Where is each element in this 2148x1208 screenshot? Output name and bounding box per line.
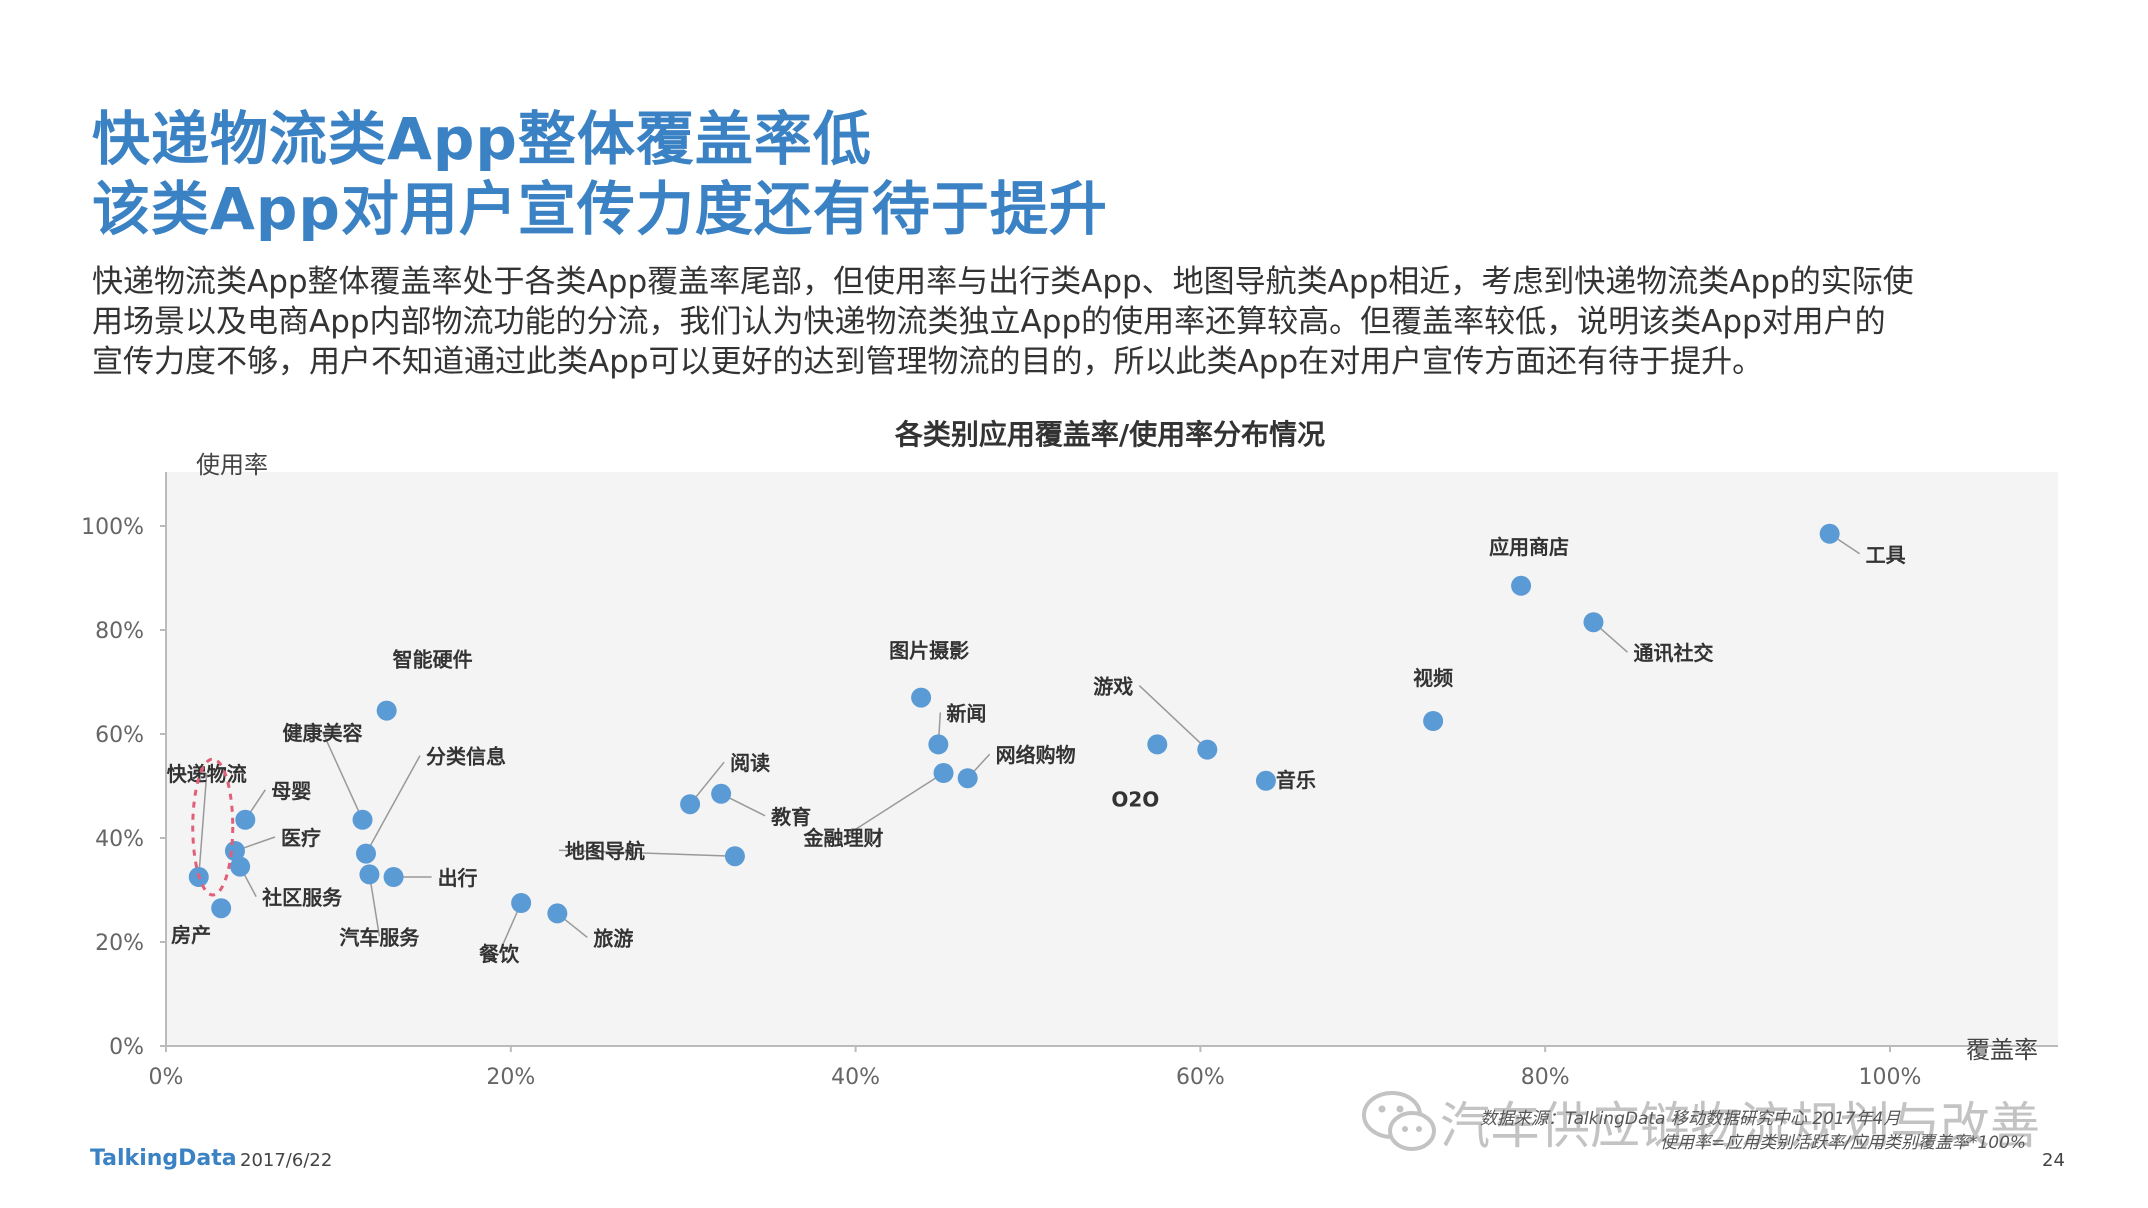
data-label: 图片摄影: [889, 639, 969, 663]
data-label: 旅游: [593, 926, 633, 950]
label-connector: [1138, 685, 1208, 751]
y-tick-label: 80%: [95, 619, 144, 644]
data-label: 智能硬件: [393, 648, 473, 672]
data-point: [1423, 711, 1444, 731]
data-label: 音乐: [1276, 768, 1316, 792]
data-label: 快递物流: [167, 762, 247, 786]
label-connector: [368, 874, 381, 937]
data-label: 金融理财: [803, 826, 884, 850]
x-axis-label: 覆盖率: [1966, 1036, 2038, 1064]
talkingdata-logo: TalkingData: [90, 1146, 237, 1171]
footer-date: 2017/6/22: [240, 1150, 333, 1171]
data-label: 阅读: [730, 751, 770, 775]
data-label: 房产: [171, 923, 211, 947]
data-point: [957, 768, 978, 789]
data-label: 汽车服务: [339, 925, 420, 949]
label-connector: [843, 772, 944, 838]
x-tick-label: 100%: [1859, 1065, 1922, 1090]
data-label: 母婴: [271, 779, 311, 803]
watermark: 汽车供应链物流规划与改善: [1360, 1086, 2040, 1158]
data-point: [1819, 523, 1840, 544]
data-point: [724, 846, 745, 867]
data-label: 医疗: [281, 826, 321, 850]
data-label: O2O: [1111, 787, 1159, 811]
x-tick-label: 40%: [831, 1065, 880, 1090]
data-label: 教育: [771, 805, 811, 829]
y-tick-label: 40%: [95, 827, 144, 852]
label-connector: [558, 849, 735, 857]
page-title-line2: 该类App对用户宣传力度还有待于提升: [92, 175, 1108, 243]
data-label: 工具: [1866, 543, 1906, 567]
data-point: [1583, 612, 1604, 633]
data-point: [359, 864, 380, 885]
page-number: 24: [2042, 1150, 2065, 1171]
page-title-line1: 快递物流类App整体覆盖率低: [92, 105, 872, 173]
chart-title: 各类别应用覆盖率/使用率分布情况: [894, 418, 1325, 451]
x-tick-label: 80%: [1521, 1065, 1570, 1090]
data-label: 通讯社交: [1633, 641, 1713, 665]
data-point: [511, 893, 532, 913]
data-points: [188, 523, 1840, 924]
data-label: 视频: [1413, 666, 1453, 690]
label-connector: [321, 731, 364, 821]
highlight-ellipse: [191, 757, 235, 897]
data-point: [352, 809, 373, 830]
data-point: [911, 687, 932, 708]
wechat-icon: [1362, 1091, 1436, 1151]
data-label: 出行: [438, 866, 478, 890]
data-label: 应用商店: [1489, 535, 1569, 559]
scatter-chart: 各类别应用覆盖率/使用率分布情况 0% 20% 40% 60% 80% 100% 0% 20%…: [81, 418, 2058, 1090]
data-source: 数据来源：TalkingData 移动数据研究中心 2017年4月: [1480, 1109, 1901, 1129]
data-label: 地图导航: [565, 839, 645, 863]
description-line: 宣传力度不够，用户不知道通过此类App可以更好的达到管理物流的目的，所以此类Ap…: [92, 344, 1764, 380]
x-tick-label: 20%: [486, 1065, 535, 1090]
data-point: [1511, 575, 1532, 596]
label-connector: [365, 755, 421, 854]
y-axis-label: 使用率: [196, 451, 268, 479]
data-point: [230, 856, 251, 877]
data-label: 新闻: [946, 701, 986, 725]
data-label: 餐饮: [479, 942, 520, 966]
data-point: [1255, 770, 1276, 791]
label-connector: [198, 772, 208, 878]
data-point: [933, 763, 954, 783]
footnote: 使用率=应用类别活跃率/应用类别覆盖率*100%: [1660, 1133, 2027, 1153]
x-tick-label: 60%: [1176, 1065, 1225, 1090]
data-point: [235, 809, 256, 830]
y-tick-label: 20%: [95, 931, 144, 956]
data-point: [383, 867, 404, 887]
axes: 0% 20% 40% 60% 80% 100% 0% 20% 40% 60% 80% 100%: [81, 472, 2058, 1090]
data-label: 分类信息: [426, 745, 506, 769]
data-label: 游戏: [1093, 675, 1133, 699]
data-point: [680, 794, 701, 815]
data-point: [355, 843, 376, 864]
data-label: 社区服务: [261, 886, 343, 910]
y-tick-label: 0%: [109, 1035, 144, 1060]
label-connectors: [198, 533, 1861, 954]
data-label: 健康美容: [283, 721, 363, 745]
description-line: 用场景以及电商App内部物流功能的分流，我们认为快递物流类独立App的使用率还算…: [92, 304, 1886, 340]
data-point: [211, 898, 232, 919]
y-tick-label: 100%: [81, 515, 144, 540]
data-point: [547, 903, 568, 924]
data-point: [376, 700, 397, 721]
plot-area: [166, 472, 2058, 1046]
x-tick-label: 0%: [149, 1065, 184, 1090]
watermark-text: 汽车供应链物流规划与改善: [1440, 1097, 2040, 1155]
data-point: [711, 783, 732, 804]
data-label: 网络购物: [996, 743, 1076, 767]
data-point: [1147, 734, 1168, 755]
description: 快递物流类App整体覆盖率处于各类App覆盖率尾部，但使用率与出行类App、地图…: [92, 262, 2072, 382]
data-point: [1197, 739, 1218, 760]
description-line: 快递物流类App整体覆盖率处于各类App覆盖率尾部，但使用率与出行类App、地图…: [92, 264, 1914, 300]
data-point: [928, 734, 949, 755]
y-tick-label: 60%: [95, 723, 144, 748]
